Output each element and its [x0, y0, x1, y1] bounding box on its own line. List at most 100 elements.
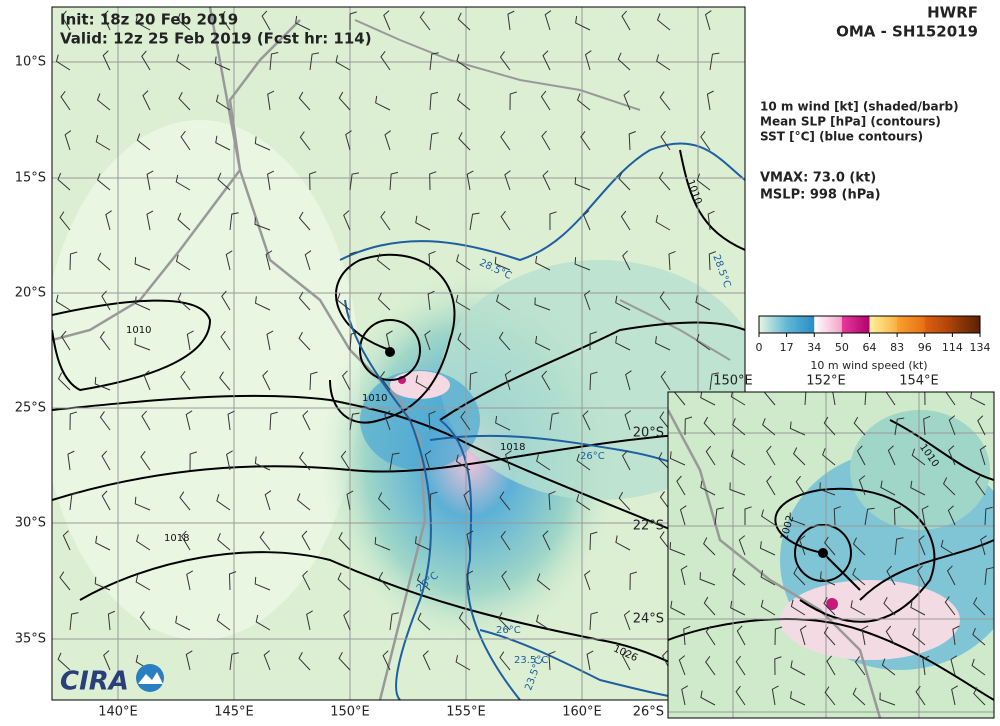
wind-barb: [424, 330, 431, 351]
wind-barb: [789, 691, 806, 706]
wind-barb: [700, 480, 716, 496]
wind-barb: [535, 614, 551, 631]
wind-barb: [64, 130, 72, 151]
wind-barb: [57, 172, 71, 191]
wind-barb: [254, 456, 271, 471]
wind-barb: [620, 210, 631, 231]
wind-barb: [548, 650, 556, 671]
wind-barb: [659, 491, 671, 511]
colorbar-tick-label: 83: [890, 341, 904, 354]
wind-barb: [309, 171, 317, 191]
wind-barb: [383, 10, 391, 31]
wind-barb: [349, 331, 359, 351]
wind-barb: [379, 371, 391, 391]
wind-barb: [101, 450, 111, 471]
wind-barb: [500, 130, 511, 151]
wind-barb: [269, 411, 278, 431]
wind-barb: [536, 573, 551, 591]
lat-label: 15°S: [15, 171, 46, 186]
wind-barb: [507, 10, 515, 31]
storm-name: OMA - SH152019: [836, 23, 978, 41]
wind-barb: [621, 650, 631, 671]
wind-barb: [337, 572, 351, 591]
wind-barb: [335, 55, 351, 71]
wind-barb: [858, 475, 866, 496]
wind-barb: [499, 51, 511, 71]
wind-barb: [501, 570, 511, 591]
contour-label: 1010: [362, 393, 387, 404]
wind-barb: [177, 292, 191, 311]
inset-lon-label: 152°E: [806, 374, 846, 389]
colorbar: 0 17 34 50 64 83 96 114 134: [756, 315, 991, 354]
wind-barb: [176, 54, 191, 71]
wind-barb: [217, 533, 231, 551]
wind-barb: [349, 251, 357, 271]
wind-barb: [185, 410, 193, 431]
wind-barb: [55, 294, 71, 311]
wind-barb: [984, 506, 993, 526]
wind-barb: [540, 90, 551, 111]
wind-barb: [695, 295, 711, 311]
wind-barb: [617, 52, 631, 71]
wind-barb: [824, 536, 836, 556]
wind-barb: [589, 331, 597, 351]
wind-barb: [180, 370, 191, 391]
wind-barb: [583, 210, 591, 231]
wind-barb: [500, 210, 511, 231]
wind-barb: [761, 509, 776, 526]
wind-barb: [101, 490, 111, 511]
wind-barb: [764, 392, 776, 406]
wind-barb: [67, 450, 75, 471]
wind-barb: [96, 173, 111, 191]
wind-barb: [923, 415, 931, 436]
wind-barb: [977, 415, 986, 436]
colorbar-segment: [841, 316, 870, 333]
wind-barb: [676, 475, 686, 496]
lat-label: 30°S: [15, 516, 46, 531]
wind-barb: [254, 296, 271, 311]
wind-barb: [302, 570, 311, 591]
wind-barb: [374, 536, 391, 551]
wind-barb: [979, 445, 987, 466]
wind-barb: [894, 417, 905, 436]
wind-barb: [389, 452, 400, 471]
wind-barb: [382, 650, 391, 671]
wind-barb: [950, 655, 958, 676]
wind-barb: [678, 655, 686, 676]
wind-barb: [505, 450, 512, 471]
inset-frame: [667, 391, 995, 719]
wind-barb: [389, 612, 399, 631]
wind-barb: [703, 537, 716, 556]
wind-barb: [336, 293, 351, 311]
wind-barb: [680, 565, 688, 586]
wind-barb: [466, 530, 474, 551]
wind-barb: [912, 628, 926, 646]
wind-barb: [295, 15, 311, 31]
wind-barb: [143, 370, 151, 391]
wind-barb: [498, 331, 511, 351]
wind-barb: [175, 254, 191, 271]
wind-barb: [576, 93, 591, 111]
main-frame: [51, 6, 746, 701]
wind-barb: [254, 136, 271, 151]
wind-barb: [883, 597, 896, 616]
wind-barb: [656, 54, 671, 71]
wind-barb: [544, 10, 552, 31]
wind-barb: [214, 56, 231, 71]
wind-barb: [887, 445, 896, 466]
wind-barb: [580, 130, 591, 151]
wind-barb: [915, 685, 926, 706]
wind-barb: [679, 505, 687, 526]
wind-barb: [384, 410, 391, 431]
wind-barb: [946, 565, 956, 586]
wind-barb: [456, 254, 471, 271]
wind-barb: [615, 295, 631, 311]
wind-barb: [705, 445, 716, 466]
wind-barb: [136, 133, 151, 151]
sst-label: 23.5°C: [514, 655, 548, 666]
wind-barb: [57, 652, 71, 671]
wind-barb: [215, 135, 231, 151]
main-map: [52, 7, 745, 700]
wind-barb: [457, 332, 471, 351]
wind-barb: [548, 490, 556, 511]
